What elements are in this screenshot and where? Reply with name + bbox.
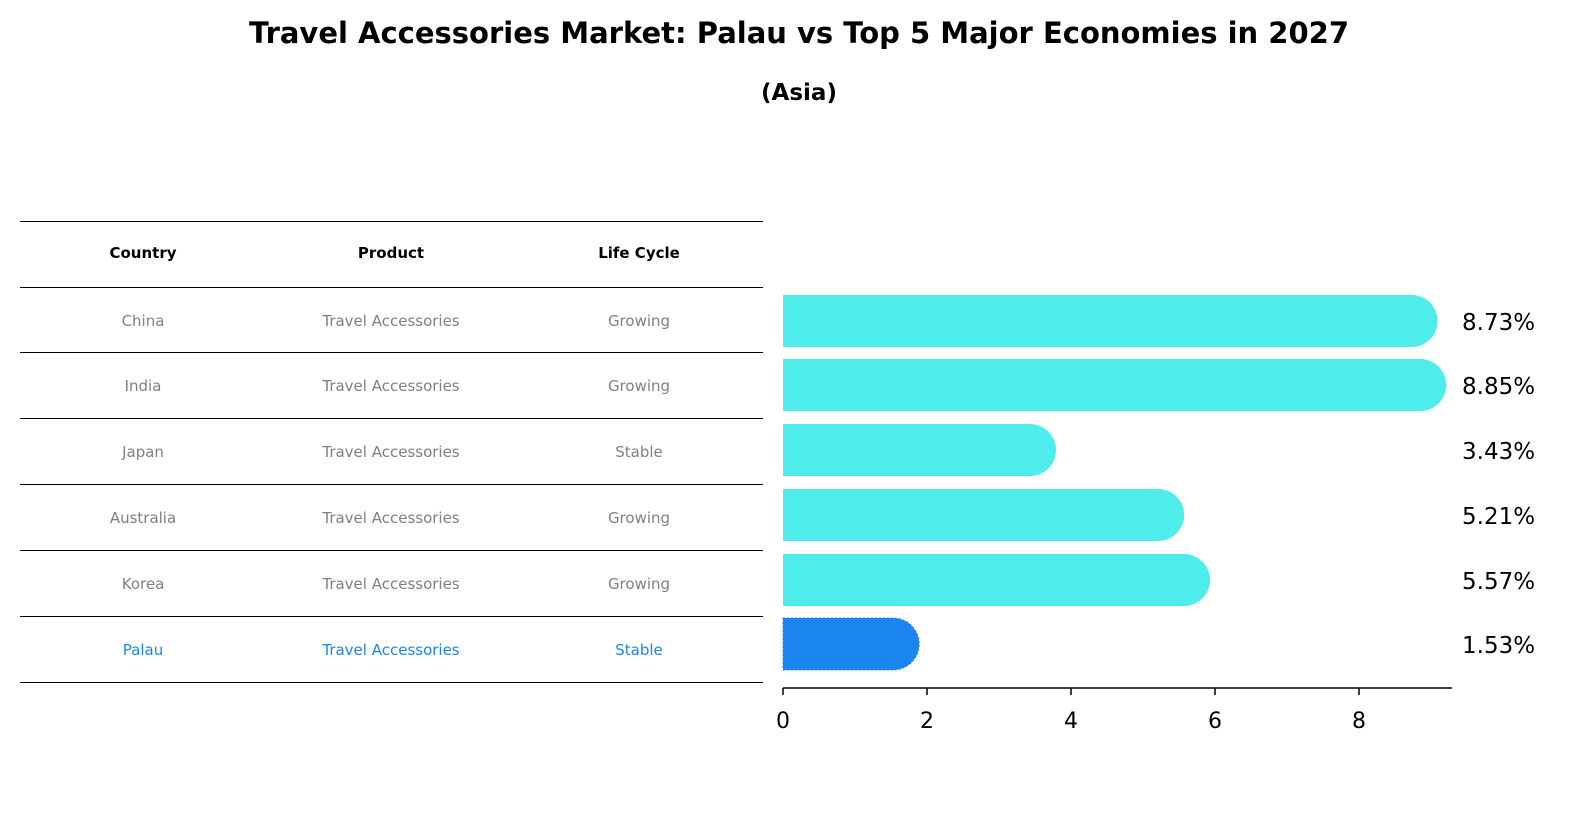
table-cell: Growing [607,575,671,593]
table-cell: Travel Accessories [322,443,460,461]
table-cell: Palau [122,641,164,659]
table-cell: Australia [109,509,177,527]
bar-australia [783,489,1185,541]
data-label: 5.21% [1462,504,1535,530]
table-rule [20,682,763,683]
table-rule [20,221,763,222]
x-tick-label: 6 [1208,709,1222,734]
table-cell: Travel Accessories [322,377,460,395]
table-cell: Product [357,244,425,262]
data-label: 8.85% [1462,374,1535,400]
x-tick-label: 8 [1352,709,1366,734]
chart-title: Travel Accessories Market: Palau vs Top … [248,16,1350,50]
table-cell: Korea [121,575,165,593]
x-tick-label: 0 [776,709,790,734]
table-cell: Japan [122,443,164,461]
table-rule [20,550,763,551]
data-label: 8.73% [1462,310,1535,336]
table-cell: Growing [607,509,671,527]
bar-palau [782,617,920,671]
table-cell: Growing [607,311,671,330]
table-cell: Travel Accessories [322,575,460,593]
bar-japan [783,424,1056,476]
bar-china [783,295,1438,347]
table-cell: Travel Accessories [322,641,460,659]
table-cell: Country [109,244,177,262]
x-tick-label: 2 [920,709,934,734]
table-cell: Stable [615,443,663,461]
data-label: 5.57% [1462,569,1535,595]
bar-korea [783,554,1211,606]
table-cell: Life Cycle [598,244,680,262]
data-label: 1.53% [1462,633,1535,659]
table-cell: China [121,311,165,330]
table-cell: Travel Accessories [322,311,460,330]
table-cell: Travel Accessories [322,509,460,527]
table-cell: India [124,377,162,395]
table-rule [20,484,763,485]
table-rule [20,352,763,353]
chart-subtitle: (Asia) [761,80,837,106]
table-rule [20,616,763,617]
bar-india [783,359,1447,411]
table-rule [20,287,763,288]
x-tick-label: 4 [1064,709,1078,734]
table-cell: Growing [607,377,671,395]
table-rule [20,418,763,419]
table-cell: Stable [615,641,663,659]
data-label: 3.43% [1462,439,1535,465]
